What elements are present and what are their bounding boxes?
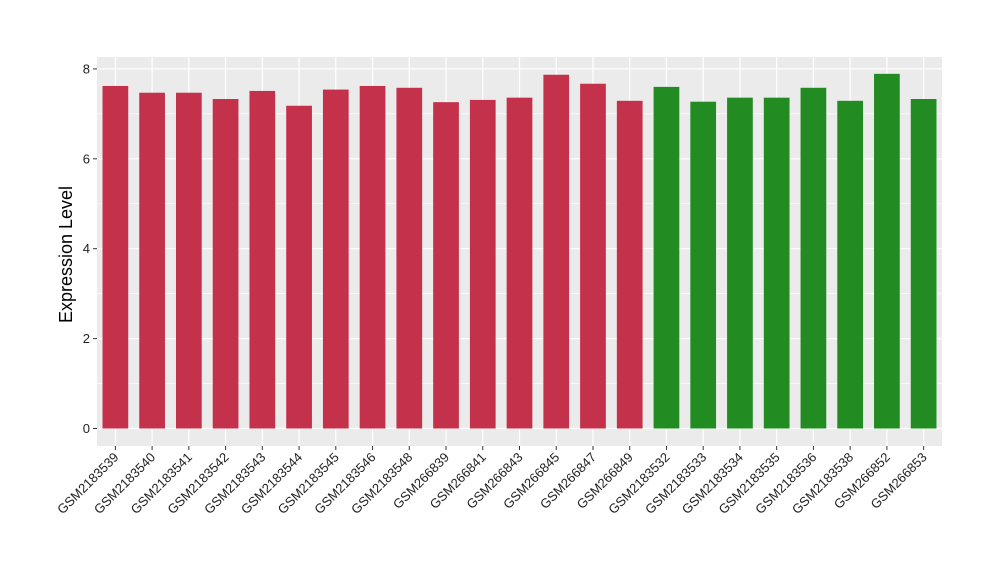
bar-GSM2183536	[800, 87, 827, 429]
bar-GSM2183539	[102, 85, 129, 429]
bar-GSM2183532	[653, 86, 680, 429]
bar-GSM2183544	[286, 105, 312, 429]
y-axis-ticks: 0 2 4 6 8	[83, 61, 97, 436]
bar-GSM266839	[433, 102, 459, 429]
bar-GSM2183543	[249, 90, 276, 429]
y-tick-label: 0	[83, 421, 90, 436]
bar-GSM2183542	[212, 99, 239, 429]
bar-GSM2183545	[322, 89, 349, 429]
bar-GSM266847	[580, 83, 606, 429]
bar-GSM2183548	[396, 87, 423, 429]
bar-GSM266845	[543, 74, 570, 429]
y-axis-title: Expression Level	[56, 186, 76, 323]
bar-GSM2183535	[763, 97, 790, 429]
bar-GSM2183534	[727, 97, 753, 429]
y-tick-label: 4	[83, 241, 90, 256]
bar-GSM266853	[910, 99, 937, 429]
y-tick-label: 2	[83, 331, 90, 346]
bar-GSM266843	[506, 97, 533, 429]
x-axis-ticks: GSM2183539GSM2183540GSM2183541GSM2183542…	[54, 446, 930, 517]
bar-GSM2183538	[837, 100, 864, 429]
bar-GSM2183533	[690, 101, 717, 429]
y-tick-label: 6	[83, 151, 90, 166]
bar-GSM2183540	[139, 92, 165, 429]
bar-GSM2183546	[359, 85, 386, 429]
bar-GSM266849	[616, 100, 643, 429]
bar-GSM2183541	[175, 92, 202, 429]
bar-GSM266852	[874, 73, 900, 429]
y-tick-label: 8	[83, 61, 90, 76]
bar-GSM266841	[469, 99, 496, 429]
bars	[102, 73, 937, 429]
